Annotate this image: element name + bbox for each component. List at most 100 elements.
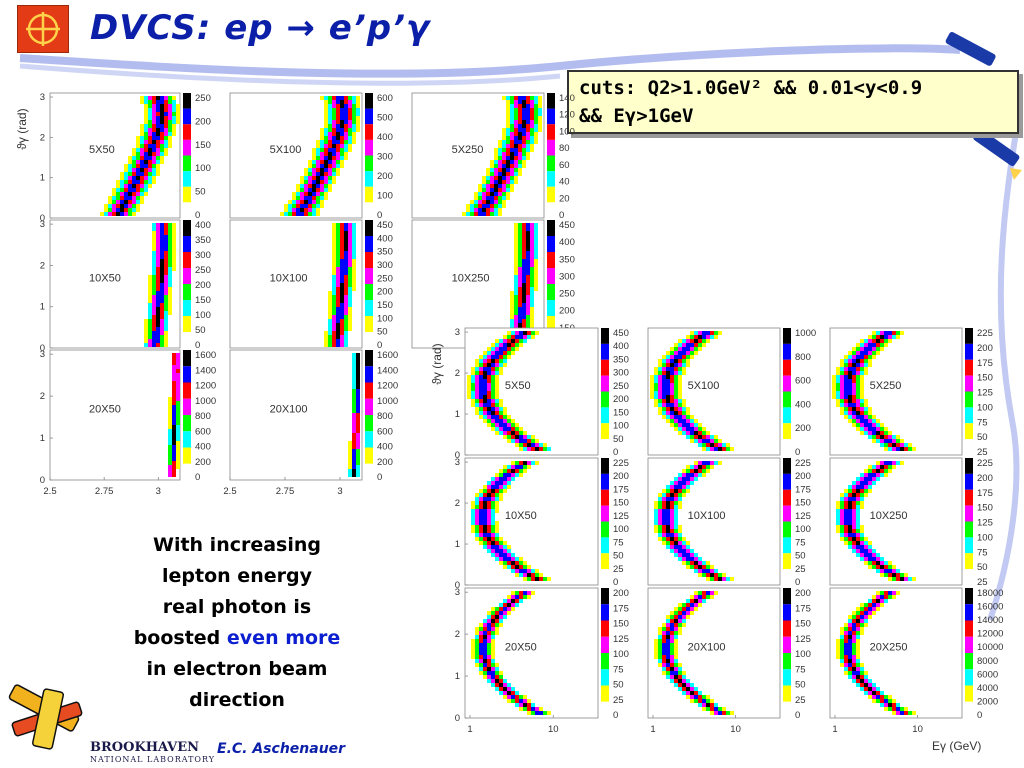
heatmap-cell (515, 339, 519, 343)
heatmap-cell (356, 465, 360, 469)
heatmap-cell (836, 399, 840, 403)
heatmap-cell (678, 367, 682, 371)
heatmap-cell (344, 311, 348, 315)
heatmap-cell (503, 679, 507, 683)
heatmap-cell (706, 335, 710, 339)
heatmap-cell (308, 160, 312, 164)
heatmap-cell (678, 663, 682, 667)
heatmap-cell (470, 204, 474, 208)
heatmap-cell (650, 383, 654, 387)
heatmap-cell (336, 148, 340, 152)
heatmap-cell (136, 180, 140, 184)
heatmap-cell (160, 279, 164, 283)
heatmap-cell (900, 573, 904, 577)
heatmap-cell (856, 399, 860, 403)
heatmap-cell (848, 675, 852, 679)
heatmap-cell (848, 545, 852, 549)
heatmap-cell (506, 176, 510, 180)
heatmap-cell (856, 509, 860, 513)
heatmap-cell (490, 196, 494, 200)
heatmap-cell (888, 431, 892, 435)
heatmap-cell (344, 152, 348, 156)
heatmap-cell (475, 525, 479, 529)
heatmap-cell (678, 607, 682, 611)
heatmap-cell (698, 439, 702, 443)
heatmap-cell (658, 375, 662, 379)
heatmap-cell (495, 343, 499, 347)
heatmap-cell (852, 411, 856, 415)
heatmap-cell (112, 188, 116, 192)
heatmap-cell (479, 399, 483, 403)
heatmap-cell (332, 172, 336, 176)
heatmap-cell (320, 144, 324, 148)
heatmap-cell (856, 355, 860, 359)
heatmap-cell (856, 489, 860, 493)
colorbar-tick: 0 (977, 710, 982, 721)
heatmap-cell (690, 687, 694, 691)
heatmap-cell (490, 204, 494, 208)
heatmap-cell (872, 331, 876, 335)
heatmap-cell (336, 303, 340, 307)
heatmap-cell (515, 573, 519, 577)
heatmap-cell (682, 493, 686, 497)
heatmap-cell (526, 299, 530, 303)
heatmap-cell (515, 599, 519, 603)
heatmap-cell (140, 180, 144, 184)
heatmap-cell (156, 227, 160, 231)
heatmap-cell (864, 411, 868, 415)
heatmap-cell (534, 223, 538, 227)
heatmap-cell (670, 659, 674, 663)
heatmap-cell (860, 553, 864, 557)
heatmap-cell (852, 363, 856, 367)
heatmap-cell (479, 415, 483, 419)
heatmap-cell (507, 549, 511, 553)
heatmap-cell (336, 140, 340, 144)
heatmap-cell (519, 699, 523, 703)
heatmap-cell (880, 603, 884, 607)
heatmap-cell (710, 707, 714, 711)
x-tick-label: 1 (832, 724, 837, 735)
heatmap-cell (511, 439, 515, 443)
heatmap-cell (534, 132, 538, 136)
heatmap-cell (324, 148, 328, 152)
heatmap-cell (324, 120, 328, 124)
heatmap-cell (487, 375, 491, 379)
heatmap-cell (518, 323, 522, 327)
heatmap-cell (860, 607, 864, 611)
heatmap-cell (880, 699, 884, 703)
heatmap-cell (348, 148, 352, 152)
heatmap-cell (872, 439, 876, 443)
heatmap-cell (344, 283, 348, 287)
heatmap-cell (168, 295, 172, 299)
heatmap-cell (515, 465, 519, 469)
heatmap-cell (486, 196, 490, 200)
heatmap-cell (511, 553, 515, 557)
heatmap-cell (160, 327, 164, 331)
heatmap-cell (519, 431, 523, 435)
heatmap-cell (156, 104, 160, 108)
heatmap-cell (316, 156, 320, 160)
colorbar-tick: 450 (559, 220, 575, 231)
heatmap-cell (506, 120, 510, 124)
heatmap-cell (511, 569, 515, 573)
heatmap-cell (164, 295, 168, 299)
heatmap-cell (514, 96, 518, 100)
heatmap-cell (706, 561, 710, 565)
heatmap-cell (678, 343, 682, 347)
heatmap-cell (332, 323, 336, 327)
heatmap-cell (514, 315, 518, 319)
colorbar-tick: 0 (613, 447, 618, 458)
heatmap-cell (502, 144, 506, 148)
heatmap-cell (332, 235, 336, 239)
heatmap-cell (510, 112, 514, 116)
heatmap-cell (348, 445, 352, 449)
heatmap-cell (888, 435, 892, 439)
y-tick-label: 3 (40, 92, 45, 103)
heatmap-cell (152, 335, 156, 339)
heatmap-cell (172, 441, 176, 445)
heatmap-cell (324, 184, 328, 188)
heatmap-cell (526, 156, 530, 160)
heatmap-cell (710, 447, 714, 451)
